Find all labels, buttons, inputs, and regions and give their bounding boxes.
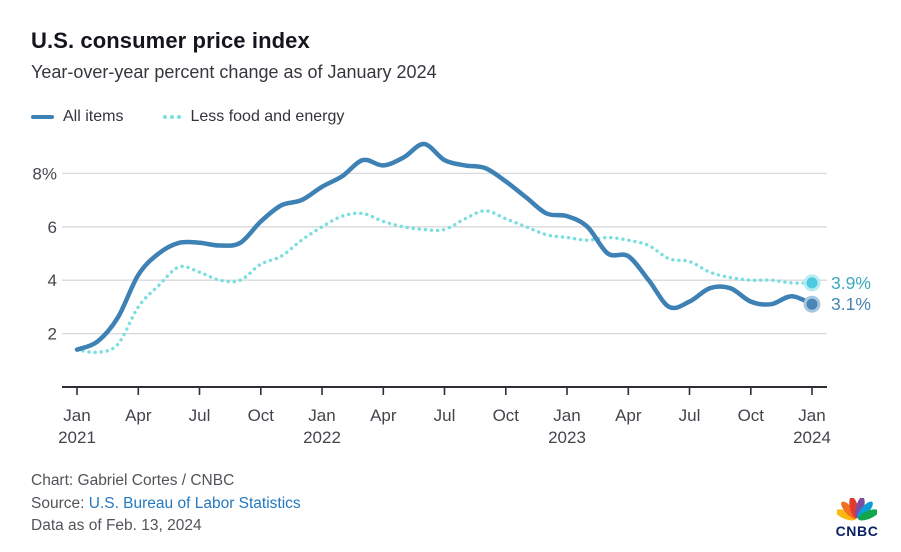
x-axis-month-label: Jan: [553, 406, 580, 425]
x-axis-year-label: 2024: [793, 428, 831, 447]
peacock-feather: [858, 509, 879, 521]
chart-legend: All items Less food and energy: [31, 108, 344, 126]
y-axis-tick-label: 8%: [32, 164, 57, 183]
x-axis-month-label: Jan: [798, 406, 825, 425]
end-marker-dot: [806, 298, 818, 310]
legend-swatch-solid-line: [31, 115, 54, 119]
legend-label: All items: [63, 108, 124, 125]
x-axis-month-label: Apr: [370, 406, 397, 425]
y-axis-tick-label: 6: [48, 218, 57, 237]
x-axis-month-label: Jan: [308, 406, 335, 425]
page-title: U.S. consumer price index: [31, 28, 310, 53]
x-axis-month-label: Jan: [63, 406, 90, 425]
chart-credit: Chart: Gabriel Cortes / CNBC: [31, 472, 235, 489]
source-prefix: Source:: [31, 494, 89, 512]
data-as-of: Data as of Feb. 13, 2024: [31, 517, 202, 534]
legend-item-all-items: All items: [31, 108, 123, 126]
cpi-line-chart: 2 4 6 8% Jan 2021 Apr Jul Oct Jan 2022 Apr Jul Oct Jan…: [32, 141, 871, 447]
x-axis-month-label: Oct: [493, 406, 520, 425]
cnbc-logo-text: CNBC: [835, 523, 879, 539]
legend-swatch-dotted-line: [163, 115, 182, 119]
source-line: Source: U.S. Bureau of Labor Statistics: [31, 493, 301, 516]
source-link[interactable]: U.S. Bureau of Labor Statistics: [88, 494, 301, 512]
x-axis-month-label: Jul: [189, 406, 211, 425]
chart-subtitle: Year-over-year percent change as of Janu…: [31, 62, 437, 82]
chart-footer: Chart: Gabriel Cortes / CNBC Source: U.S…: [31, 470, 301, 538]
series-line-less-food-and-energy: [75, 209, 814, 355]
nbc-peacock-icon: [835, 496, 879, 521]
x-axis-month-label: Oct: [738, 406, 765, 425]
end-value-label: 3.1%: [831, 294, 871, 314]
x-axis-month-label: Apr: [125, 406, 152, 425]
x-axis-year-label: 2022: [303, 428, 341, 447]
peacock-feather: [835, 509, 856, 521]
y-axis-tick-label: 4: [48, 271, 57, 290]
x-axis-month-label: Jul: [434, 406, 456, 425]
legend-label: Less food and energy: [190, 108, 345, 125]
y-axis-tick-label: 2: [48, 325, 57, 344]
cnbc-logo: CNBC: [822, 496, 892, 539]
x-axis-year-label: 2023: [548, 428, 586, 447]
x-axis-month-label: Oct: [248, 406, 275, 425]
legend-item-less-food-energy: Less food and energy: [163, 108, 344, 126]
x-axis-month-label: Apr: [615, 406, 642, 425]
end-marker-dot: [806, 277, 818, 289]
x-axis-month-label: Jul: [679, 406, 701, 425]
series-line-all-items: [74, 141, 815, 352]
x-axis-year-label: 2021: [58, 428, 96, 447]
end-value-label: 3.9%: [831, 273, 871, 293]
